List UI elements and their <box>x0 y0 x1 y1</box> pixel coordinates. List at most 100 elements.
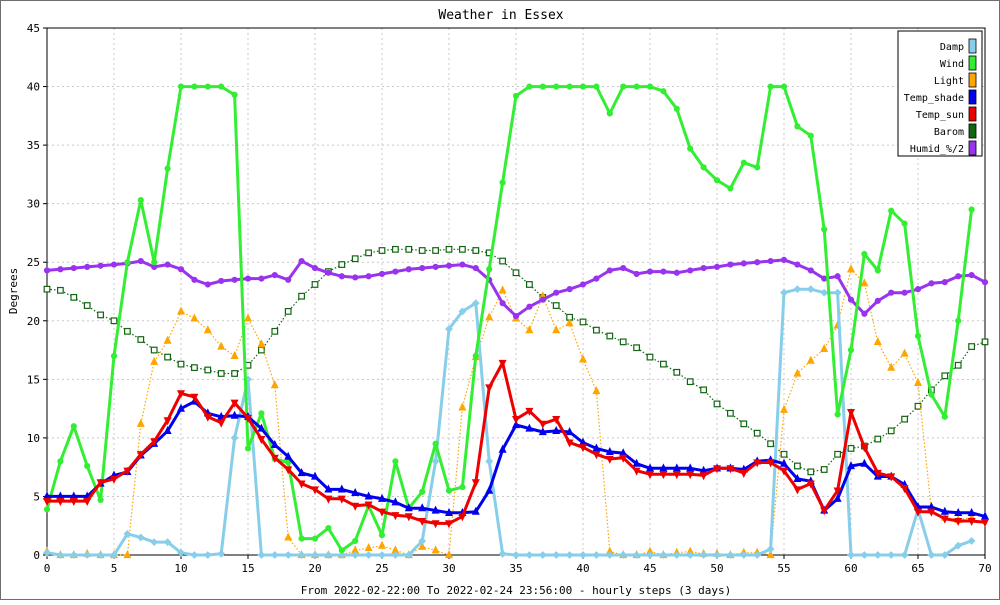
data-point-light <box>592 386 601 395</box>
data-point-wind <box>700 164 707 171</box>
data-point-damp <box>753 551 762 559</box>
y-tick-label: 45 <box>27 22 40 35</box>
data-point-light <box>887 362 896 371</box>
data-point-temp-shade <box>270 439 279 449</box>
data-point-barom <box>56 286 64 294</box>
data-point-damp <box>672 551 681 559</box>
data-point-wind <box>338 547 345 554</box>
data-point-wind <box>43 506 51 513</box>
data-point-light <box>377 540 387 549</box>
data-point-light <box>203 325 212 334</box>
data-point-humid-2 <box>579 281 587 288</box>
data-point-barom <box>525 281 533 288</box>
data-point-humid-2 <box>606 267 613 274</box>
data-point-humid-2 <box>727 261 734 268</box>
data-point-humid-2 <box>633 270 640 278</box>
data-point-barom <box>780 450 788 458</box>
data-point-barom <box>499 257 506 265</box>
data-point-barom <box>901 415 908 423</box>
data-point-temp-sun <box>820 507 829 516</box>
data-point-temp-sun <box>927 508 936 517</box>
data-point-damp <box>458 307 467 316</box>
data-point-wind <box>84 462 91 470</box>
data-point-temp-sun <box>913 508 923 517</box>
data-point-temp-shade <box>565 427 574 436</box>
data-point-barom <box>954 361 962 369</box>
y-tick-label: 5 <box>33 490 40 503</box>
data-point-humid-2 <box>97 262 104 269</box>
data-point-temp-sun <box>485 384 494 393</box>
data-point-temp-sun <box>42 498 52 507</box>
data-point-damp <box>632 551 641 559</box>
data-point-humid-2 <box>392 268 399 275</box>
data-point-barom <box>110 317 118 325</box>
data-point-temp-sun <box>967 517 976 526</box>
x-tick-label: 30 <box>442 562 455 575</box>
data-point-wind <box>727 185 734 192</box>
data-point-light <box>270 380 279 389</box>
data-point-wind <box>472 352 479 360</box>
data-point-humid-2 <box>204 281 211 288</box>
data-point-humid-2 <box>110 261 118 268</box>
data-point-barom <box>579 318 587 326</box>
data-point-temp-sun <box>270 454 279 463</box>
data-point-barom <box>43 285 51 293</box>
data-point-damp <box>378 551 386 559</box>
data-point-temp-sun <box>739 469 748 478</box>
data-point-temp-sun <box>793 486 802 495</box>
data-point-damp <box>257 551 266 559</box>
data-point-wind <box>378 531 386 539</box>
data-point-temp-sun <box>377 508 387 517</box>
series-wind <box>43 83 975 554</box>
data-point-wind <box>459 483 466 491</box>
data-point-barom <box>311 281 319 288</box>
series-group <box>42 83 990 559</box>
data-point-humid-2 <box>941 279 948 286</box>
data-point-humid-2 <box>432 263 439 271</box>
data-point-light <box>552 325 561 334</box>
data-point-damp <box>337 551 346 559</box>
data-point-temp-sun <box>753 459 762 468</box>
data-point-temp-sun <box>538 420 547 429</box>
data-point-temp-shade <box>284 451 293 460</box>
data-point-temp-sun <box>458 513 467 522</box>
data-point-temp-sun <box>471 479 480 488</box>
data-point-humid-2 <box>928 280 935 287</box>
data-point-humid-2 <box>981 279 989 286</box>
data-point-barom <box>512 269 520 277</box>
data-point-temp-sun <box>659 471 668 480</box>
data-point-damp <box>150 538 159 547</box>
data-point-barom <box>83 302 91 309</box>
data-point-wind <box>218 83 225 90</box>
data-point-temp-sun <box>900 485 909 494</box>
data-point-damp <box>391 551 400 559</box>
legend-swatch-barom <box>968 123 977 139</box>
data-point-humid-2 <box>673 269 680 276</box>
data-point-temp-sun <box>297 480 306 489</box>
data-point-damp <box>873 551 882 559</box>
data-point-barom <box>204 366 212 374</box>
data-point-barom <box>552 302 560 309</box>
data-point-temp-sun <box>109 475 119 484</box>
data-point-wind <box>660 88 667 95</box>
legend-label-barom: Barom <box>934 127 964 138</box>
data-point-temp-shade <box>793 473 802 482</box>
data-point-damp <box>646 551 654 559</box>
data-point-wind <box>285 459 292 466</box>
data-point-temp-shade <box>163 425 172 434</box>
data-point-light <box>578 354 588 363</box>
data-point-wind <box>110 352 118 360</box>
data-point-barom <box>378 247 386 254</box>
data-point-temp-shade <box>954 507 963 516</box>
data-point-wind <box>901 220 908 227</box>
data-point-light <box>123 550 132 559</box>
data-point-temp-sun <box>83 498 92 507</box>
data-point-damp <box>404 551 413 559</box>
data-point-light <box>150 356 159 365</box>
x-tick-label: 10 <box>174 562 187 575</box>
data-point-humid-2 <box>70 264 77 272</box>
data-point-wind <box>311 535 319 542</box>
data-point-barom <box>646 353 654 361</box>
plot-area <box>47 28 985 555</box>
data-point-temp-shade <box>846 461 856 470</box>
